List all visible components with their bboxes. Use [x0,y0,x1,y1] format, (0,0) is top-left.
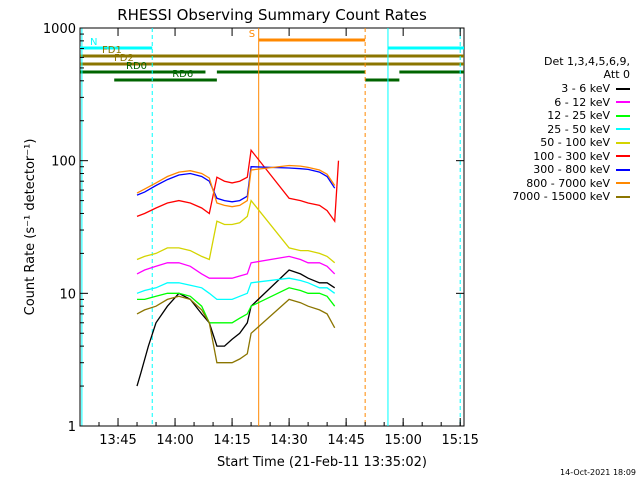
legend-label: 12 - 25 keV [547,109,610,122]
legend-title-line-2: Att 0 [603,68,630,81]
legend-label: 300 - 800 keV [533,163,610,176]
state-bar-label: RD0 [126,61,147,72]
legend-item: 800 - 7000 keV [526,177,630,190]
legend-swatch [616,155,630,157]
x-tick-label: 15:15 [441,433,478,448]
legend-label: 3 - 6 keV [561,82,610,95]
legend-item: 50 - 100 keV [540,136,630,149]
series-line [136,164,336,208]
legend-title: Det 1,3,4,5,6,9, Att 0 [544,55,630,81]
legend-label: 6 - 12 keV [554,95,610,109]
chart-title: RHESSI Observing Summary Count Rates [117,6,427,24]
x-tick-label: 14:45 [327,433,364,448]
x-tick-label: 15:00 [384,433,421,448]
state-bar-label: FD1 [102,45,122,56]
plot-frame [79,27,465,427]
legend-swatch [616,168,630,171]
state-bar-label: RD6 [172,69,193,80]
legend-item: 25 - 50 keV [547,123,630,136]
legend-item: 3 - 6 keV [561,82,630,95]
y-axis-label: Count Rate (s⁻¹ detector⁻¹) [23,139,38,316]
legend-swatch [616,141,630,144]
y-tick-label: 1000 [43,22,76,37]
legend-label: 800 - 7000 keV [526,176,610,190]
legend-swatch [616,114,630,117]
y-tick-label: 10 [59,287,76,302]
series-lines [136,148,340,387]
series-line [136,269,336,387]
series-line [137,287,336,324]
legend-label: 25 - 50 keV [547,122,610,136]
series-line [136,295,336,364]
x-tick-label: 14:00 [156,433,193,448]
legend-swatch [616,195,630,198]
legend-item: 100 - 300 keV [533,150,630,163]
state-bar-label: S [249,29,255,40]
legend-label: 7000 - 15000 keV [512,190,610,203]
x-axis-label: Start Time (21-Feb-11 13:35:02) [217,455,427,470]
state-bar-label: FD2 [114,53,134,64]
series-line [136,166,336,203]
legend-label: 100 - 300 keV [533,149,610,163]
x-tick-label: 14:30 [270,433,307,448]
mode-lines [81,28,461,426]
series-line [136,199,336,264]
legend-item: 7000 - 15000 keV [512,190,630,203]
series-line [136,255,336,279]
axis-ticks: 13:45 14:00 14:15 14:30 14:45 15:00 15:15 1 10 10… [43,22,479,448]
x-tick-label: 13:45 [99,433,136,448]
state-bar-label: N [90,37,97,48]
legend-swatch [616,87,630,90]
legend-swatch [616,182,630,184]
legend-label: 50 - 100 keV [540,136,610,149]
timestamp: 14-Oct-2021 18:09 [560,468,636,477]
legend-swatch [616,101,630,103]
series-line [136,277,336,301]
legend-swatch [616,128,630,130]
x-tick-label: 14:15 [213,433,250,448]
legend-item: 6 - 12 keV [554,96,630,109]
series-line [136,148,340,224]
legend-item: 12 - 25 keV [547,109,630,122]
legend-title-line-1: Det 1,3,4,5,6,9, [543,55,630,68]
legend-item: 300 - 800 keV [533,163,630,176]
y-tick-label: 1 [68,420,76,435]
y-tick-label: 100 [51,155,76,170]
